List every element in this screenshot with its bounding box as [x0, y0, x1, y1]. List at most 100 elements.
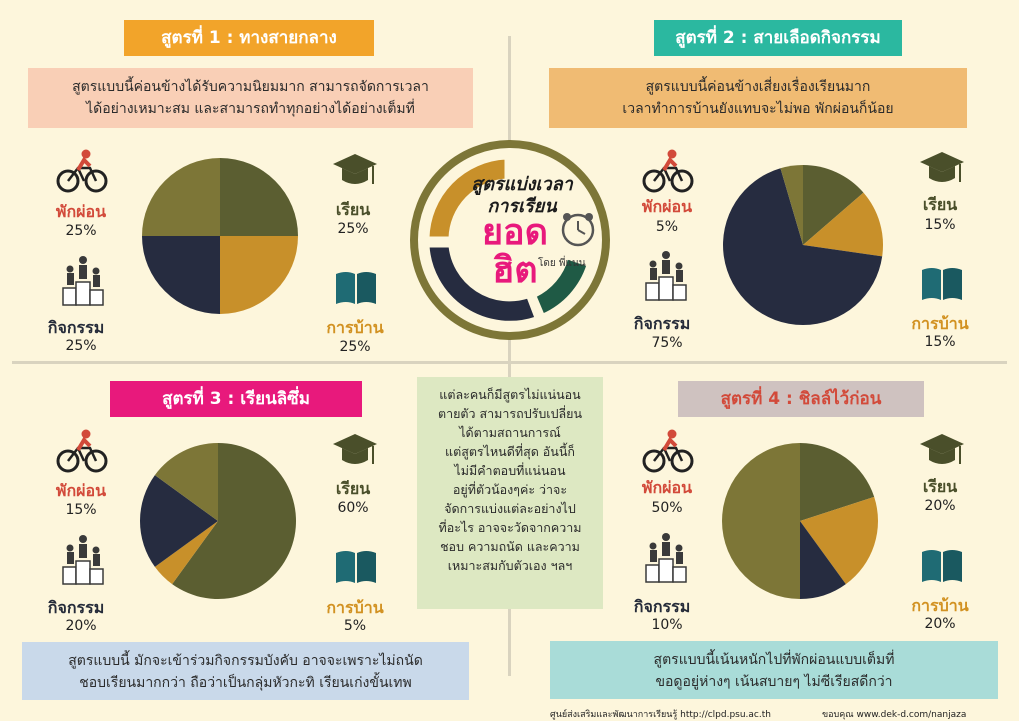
q3-activity-label: กิจกรรม	[47, 598, 105, 617]
center-title-line1: สูตรแบ่งเวลา	[471, 174, 573, 195]
middle-note: แต่ละคนก็มีสูตรไม่แน่นอน ตายตัว สามารถปร…	[417, 377, 603, 609]
graduation-cap-icon	[333, 434, 377, 464]
q1-rest-label: พักผ่อน	[55, 202, 107, 221]
book-icon	[922, 550, 962, 582]
pie-slice-study	[803, 165, 864, 245]
q1-homework-label: การบ้าน	[326, 318, 384, 337]
q4-rest-label: พักผ่อน	[641, 478, 693, 497]
q3-rest-value: 15%	[65, 502, 97, 518]
formula-4-title: สูตรที่ 4 : ชิลล์ไว้ก่อน	[678, 381, 924, 417]
footer-credit-left: ศูนย์ส่งเสริมและพัฒนาการเรียนรู้ http://…	[550, 710, 771, 720]
formula-2-description: สูตรแบบนี้ค่อนข้างเสี่ยงเรื่องเรียนมาก เ…	[549, 68, 967, 128]
q1-activity-icon-wrap	[62, 255, 104, 311]
q4-study-icon-wrap	[920, 432, 964, 474]
pie-slice-activity	[140, 475, 218, 567]
center-arc-navy	[426, 244, 538, 324]
q2-rest-label: พักผ่อน	[641, 197, 693, 216]
formula-3-pie-chart	[140, 443, 297, 599]
book-icon	[922, 268, 962, 300]
q1-activity-label: กิจกรรม	[47, 318, 105, 337]
center-arc-orange	[426, 156, 508, 240]
q1-study-label: เรียน	[335, 200, 371, 219]
formula-4-desc-line2: ขอดูอยู่ห่างๆ เน้นสบายๆ ไม่ซีเรียสดีกว่า	[655, 674, 893, 690]
middle-note-line: ได้ตามสถานการณ์	[459, 425, 561, 440]
middle-note-line: แต่สูตรไหนดีที่สุด อันนี้ก็	[445, 444, 575, 459]
middle-note-line: ไม่มีคำตอบที่แน่นอน	[454, 463, 566, 478]
q3-study-value: 60%	[337, 500, 369, 516]
q3-homework-icon-wrap	[334, 549, 378, 589]
formula-2-pie-chart	[723, 165, 884, 325]
center-badge	[410, 140, 610, 340]
q3-study-label: เรียน	[335, 479, 371, 498]
pie-slice-homework	[154, 521, 218, 585]
podium-icon	[62, 256, 104, 306]
book-icon	[336, 272, 376, 304]
q4-activity-icon-wrap	[645, 532, 687, 588]
center-hit-line2: ฮิต	[492, 250, 538, 291]
q4-activity-label: กิจกรรม	[633, 597, 691, 616]
formula-2-title: สูตรที่ 2 : สายเลือดกิจกรรม	[654, 20, 902, 56]
formula-3-title: สูตรที่ 3 : เรียนลิซึ่ม	[110, 381, 362, 417]
podium-icon	[645, 251, 687, 301]
q2-rest-value: 5%	[655, 219, 679, 235]
q2-study-label: เรียน	[922, 195, 958, 214]
q2-study-icon-wrap	[920, 150, 964, 192]
q1-rest-group	[56, 148, 108, 198]
bicycle-icon	[642, 429, 694, 473]
pie-slice-rest	[154, 443, 218, 521]
center-title: สูตรแบ่งเวลา การเรียน	[452, 174, 592, 218]
q3-activity-icon-wrap	[62, 534, 104, 590]
podium-icon	[62, 535, 104, 585]
q2-rest-group	[642, 148, 694, 198]
q1-rest-value: 25%	[65, 223, 97, 239]
formula-1-desc-line1: สูตรแบบนี้ค่อนข้างได้รับความนิยมมาก สามา…	[72, 79, 429, 95]
middle-note-line: แต่ละคนก็มีสูตรไม่แน่นอน	[439, 387, 581, 402]
q1-homework-value: 25%	[339, 339, 371, 355]
pie-slice-rest	[142, 158, 220, 236]
q1-study-value: 25%	[337, 221, 369, 237]
pie-slice-homework	[803, 192, 884, 257]
alarm-clock-icon	[561, 213, 595, 247]
q4-activity-value: 10%	[651, 617, 683, 633]
middle-note-line: เหมาะสมกับตัวเอง ฯลฯ	[447, 558, 573, 573]
pie-slice-homework	[800, 496, 878, 585]
formula-4-desc-line1: สูตรแบบนี้เน้นหนักไปที่พักผ่อนแบบเต็มที่	[653, 652, 895, 668]
center-hit-text: ยอด ฮิต	[470, 214, 560, 290]
q2-homework-icon-wrap	[920, 266, 964, 306]
bicycle-icon	[56, 429, 108, 473]
q1-homework-icon-wrap	[334, 270, 378, 310]
q1-study-icon-wrap	[333, 152, 377, 194]
q2-homework-label: การบ้าน	[911, 314, 969, 333]
footer-credit-right: ขอบคุณ www.dek-d.com/nanjaza	[822, 710, 967, 720]
center-arc-green	[533, 256, 590, 317]
q3-rest-group	[56, 428, 108, 478]
formula-1-desc-line2: ได้อย่างเหมาะสม และสามารถทำทุกอย่างได้อย…	[86, 101, 415, 117]
q4-study-label: เรียน	[922, 477, 958, 496]
center-hit-line1: ยอด	[481, 212, 549, 253]
center-title-line2: การเรียน	[487, 196, 557, 217]
pie-slice-study	[172, 443, 297, 599]
horizontal-divider	[12, 361, 1007, 364]
q4-homework-value: 20%	[924, 616, 956, 632]
q3-activity-value: 20%	[65, 618, 97, 634]
middle-note-line: ชอบ ความถนัด และความ	[440, 539, 580, 554]
formula-3-desc-line2: ชอบเรียนมากกว่า ถือว่าเป็นกลุ่มหัวกะทิ เ…	[79, 675, 412, 691]
bicycle-icon	[56, 149, 108, 193]
formula-1-description: สูตรแบบนี้ค่อนข้างได้รับความนิยมมาก สามา…	[28, 68, 473, 128]
formula-3-desc-line1: สูตรแบบนี้ มักจะเข้าร่วมกิจกรรมบังคับ อา…	[68, 653, 423, 669]
q4-rest-value: 50%	[651, 500, 683, 516]
formula-2-desc-line1: สูตรแบบนี้ค่อนข้างเสี่ยงเรื่องเรียนมาก	[645, 79, 871, 95]
q4-homework-icon-wrap	[920, 548, 964, 588]
middle-note-line: ตายตัว สามารถปรับเปลี่ยน	[437, 406, 583, 421]
graduation-cap-icon	[333, 154, 377, 184]
pie-slice-activity	[142, 236, 220, 314]
q3-rest-label: พักผ่อน	[55, 481, 107, 500]
q2-activity-label: กิจกรรม	[633, 314, 691, 333]
pie-slice-rest	[780, 165, 803, 245]
bicycle-icon	[642, 149, 694, 193]
vertical-divider	[508, 36, 511, 676]
middle-note-line: ที่อะไร อาจจะวัดจากความ	[438, 520, 582, 535]
pie-slice-activity	[800, 521, 846, 599]
pie-slice-rest	[722, 443, 800, 599]
formula-4-pie-chart	[722, 443, 878, 599]
